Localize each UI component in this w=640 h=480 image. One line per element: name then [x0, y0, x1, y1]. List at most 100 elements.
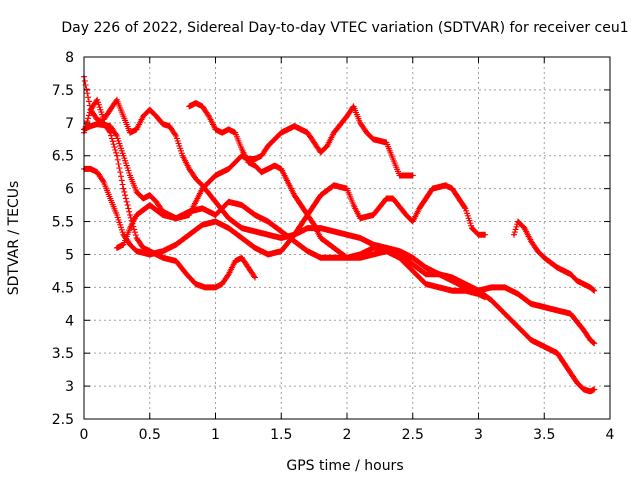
data-point	[556, 352, 559, 355]
data-point	[312, 141, 316, 144]
data-point	[135, 236, 138, 240]
data-point	[385, 250, 388, 253]
data-point	[470, 226, 474, 230]
data-point	[273, 164, 276, 167]
data-point	[516, 325, 520, 329]
data-point	[96, 118, 99, 121]
data-point	[109, 108, 112, 111]
data-point	[148, 194, 151, 197]
y-tick-label: 7	[65, 116, 74, 132]
data-point	[89, 108, 92, 111]
data-point	[405, 213, 408, 217]
data-point	[194, 282, 197, 286]
data-point	[477, 292, 480, 296]
data-point	[582, 282, 585, 286]
data-point	[424, 282, 428, 286]
series-markers	[81, 96, 598, 395]
data-point	[201, 105, 204, 108]
data-point	[266, 167, 270, 171]
data-point	[135, 213, 138, 217]
data-point	[122, 243, 125, 246]
data-point	[464, 289, 467, 292]
data-point	[214, 200, 217, 203]
data-point	[115, 213, 119, 217]
data-point	[569, 312, 572, 315]
data-point	[227, 167, 230, 171]
data-point	[96, 171, 99, 174]
data-point	[280, 250, 283, 253]
data-point	[214, 286, 217, 289]
data-point	[96, 98, 99, 102]
y-axis-label: SDTVAR / TECUs	[6, 181, 22, 296]
data-point	[240, 256, 243, 259]
data-point	[188, 233, 191, 236]
data-point	[345, 233, 349, 236]
data-point	[266, 253, 270, 256]
data-point	[569, 273, 572, 276]
data-point	[174, 243, 178, 246]
data-point	[155, 200, 158, 203]
data-point	[161, 250, 165, 253]
data-point	[286, 180, 289, 184]
data-point	[227, 200, 230, 203]
data-point	[411, 220, 414, 223]
data-point	[174, 217, 178, 220]
data-point	[582, 328, 585, 332]
data-point	[431, 187, 434, 190]
data-point	[385, 197, 388, 200]
data-point	[280, 236, 283, 240]
data-point	[161, 256, 165, 259]
series-track-5	[113, 103, 416, 251]
data-point	[128, 131, 132, 134]
data-point	[319, 226, 322, 230]
data-point	[188, 105, 191, 108]
data-point	[483, 233, 487, 236]
data-point	[227, 226, 230, 230]
data-point	[234, 259, 237, 263]
data-point	[214, 213, 217, 217]
data-point	[593, 388, 596, 391]
data-point	[148, 253, 151, 256]
data-points	[81, 73, 598, 395]
data-point	[109, 124, 112, 128]
data-point	[240, 154, 243, 157]
data-point	[365, 131, 368, 134]
data-point	[174, 259, 178, 263]
data-point	[345, 115, 349, 118]
data-point	[319, 256, 322, 259]
data-point	[398, 250, 401, 253]
data-point	[181, 154, 184, 157]
data-point	[266, 144, 270, 148]
data-point	[359, 236, 362, 240]
data-point	[293, 194, 296, 197]
data-point	[589, 390, 592, 393]
data-point	[142, 197, 145, 200]
data-point	[451, 276, 454, 279]
data-point	[128, 243, 132, 246]
data-point	[589, 286, 592, 289]
x-tick-label: 2.5	[402, 427, 424, 443]
data-point	[280, 230, 283, 233]
data-point	[306, 226, 309, 230]
data-point	[529, 240, 533, 243]
data-point	[306, 250, 309, 253]
series-track-6	[186, 100, 489, 301]
data-point	[319, 194, 322, 197]
data-point	[168, 124, 171, 128]
y-tick-label: 3.5	[52, 346, 74, 362]
x-tick-label: 2	[343, 427, 352, 443]
data-point	[352, 105, 355, 108]
data-point	[89, 124, 92, 128]
data-point	[128, 174, 132, 177]
x-tick-label: 1	[211, 427, 220, 443]
data-point	[464, 282, 467, 286]
data-point	[203, 286, 207, 289]
data-point	[194, 177, 197, 180]
data-point	[543, 345, 546, 348]
data-point	[227, 273, 230, 276]
data-point	[260, 171, 263, 174]
data-point	[240, 203, 243, 207]
data-point	[569, 371, 572, 375]
data-point	[201, 207, 204, 210]
